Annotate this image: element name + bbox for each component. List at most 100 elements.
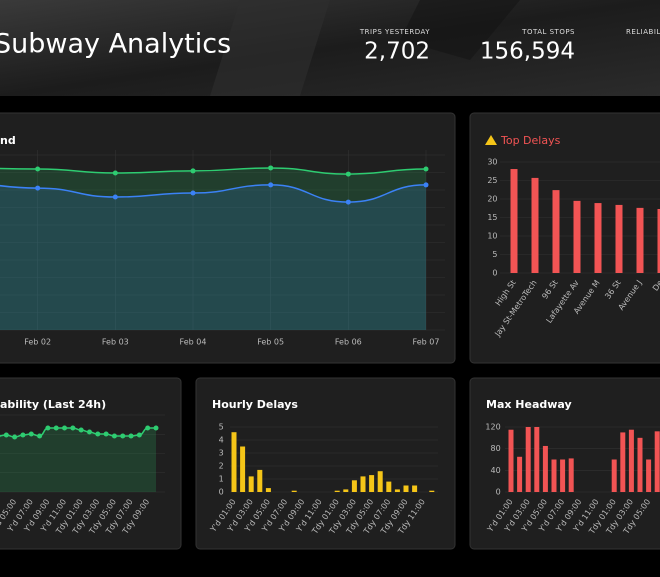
bar — [429, 490, 435, 492]
point — [37, 433, 43, 439]
y-tick-label: 80 — [491, 444, 501, 453]
bar — [552, 190, 560, 273]
bar — [351, 480, 357, 492]
y-tick-label: 0 — [492, 269, 497, 278]
point — [112, 194, 118, 200]
point — [70, 425, 76, 431]
bar — [334, 490, 340, 492]
y-tick-label: 120 — [485, 423, 500, 432]
y-tick-label: 10 — [487, 232, 497, 241]
point — [53, 425, 59, 431]
panel-title: nd — [0, 134, 16, 147]
panel-title: ability (Last 24h) — [0, 398, 106, 411]
bar — [525, 427, 531, 492]
bar — [611, 459, 617, 492]
point — [190, 168, 196, 174]
point — [112, 170, 118, 176]
bar — [551, 459, 557, 492]
point — [345, 171, 351, 177]
bar — [369, 475, 375, 492]
bar — [646, 459, 652, 492]
app-title: Subway Analytics — [0, 29, 231, 60]
x-tick-label: De — [651, 278, 660, 292]
stat-label: RELIABIL — [626, 28, 660, 36]
point — [128, 433, 134, 439]
point — [145, 425, 151, 431]
panel — [195, 377, 456, 550]
y-tick-label: 3 — [219, 449, 224, 458]
stat-value: 156,594 — [480, 39, 575, 65]
point — [86, 429, 92, 435]
x-tick-label: Feb 07 — [413, 338, 440, 347]
y-tick-label: 30 — [487, 158, 497, 167]
bar — [360, 476, 366, 492]
point — [78, 427, 84, 433]
point — [28, 431, 34, 437]
point — [423, 166, 429, 172]
area — [0, 167, 426, 330]
bar — [573, 200, 581, 273]
x-tick-label: Feb 03 — [102, 338, 129, 347]
point — [0, 434, 1, 438]
bar — [531, 177, 539, 273]
bar — [628, 429, 634, 492]
y-tick-label: 5 — [219, 423, 224, 432]
bar — [394, 489, 400, 492]
point — [20, 432, 26, 438]
bar — [542, 445, 548, 492]
y-tick-label: 2 — [219, 462, 224, 471]
bar — [594, 203, 602, 273]
stat-label: TOTAL STOPS — [521, 28, 575, 36]
y-tick-label: 1 — [219, 475, 224, 484]
stat-value: 2,702 — [364, 39, 430, 65]
x-tick-label: Feb 04 — [180, 338, 207, 347]
bar — [343, 489, 349, 492]
area — [0, 184, 426, 330]
point — [111, 433, 117, 439]
bar — [291, 490, 297, 492]
warning-icon — [485, 135, 497, 145]
bar — [560, 459, 566, 492]
y-tick-label: 0 — [496, 488, 501, 497]
y-tick-label: 40 — [491, 466, 501, 475]
point — [120, 433, 126, 439]
bar — [265, 488, 271, 492]
bar — [240, 446, 246, 492]
area — [0, 428, 156, 492]
bar — [257, 469, 263, 492]
x-tick-label: Feb 05 — [257, 338, 284, 347]
bar — [377, 471, 383, 492]
point — [268, 165, 274, 171]
bar — [231, 432, 237, 492]
point — [153, 425, 159, 431]
bar — [386, 481, 392, 492]
x-tick-label: Feb 06 — [335, 338, 362, 347]
point — [35, 166, 41, 172]
point — [345, 199, 351, 205]
bar — [508, 429, 514, 492]
point — [35, 185, 41, 191]
panel-title: Max Headway — [486, 398, 572, 411]
panel — [0, 112, 456, 364]
panel — [0, 377, 182, 550]
point — [190, 190, 196, 196]
header-bg — [0, 0, 660, 96]
y-tick-label: 20 — [487, 195, 497, 204]
panel-title: Hourly Delays — [212, 398, 298, 411]
bar — [637, 437, 643, 492]
bar — [654, 431, 660, 492]
point — [103, 431, 109, 437]
bar — [248, 476, 254, 492]
x-tick-label: Feb 02 — [24, 338, 51, 347]
point — [423, 182, 429, 188]
y-tick-label: 0 — [219, 488, 224, 497]
header-shape — [400, 0, 520, 60]
panel-title: Top Delays — [500, 134, 561, 147]
bar — [620, 432, 626, 492]
bar — [534, 427, 540, 492]
bar — [403, 485, 409, 492]
y-tick-label: 5 — [492, 250, 497, 259]
point — [268, 182, 274, 188]
